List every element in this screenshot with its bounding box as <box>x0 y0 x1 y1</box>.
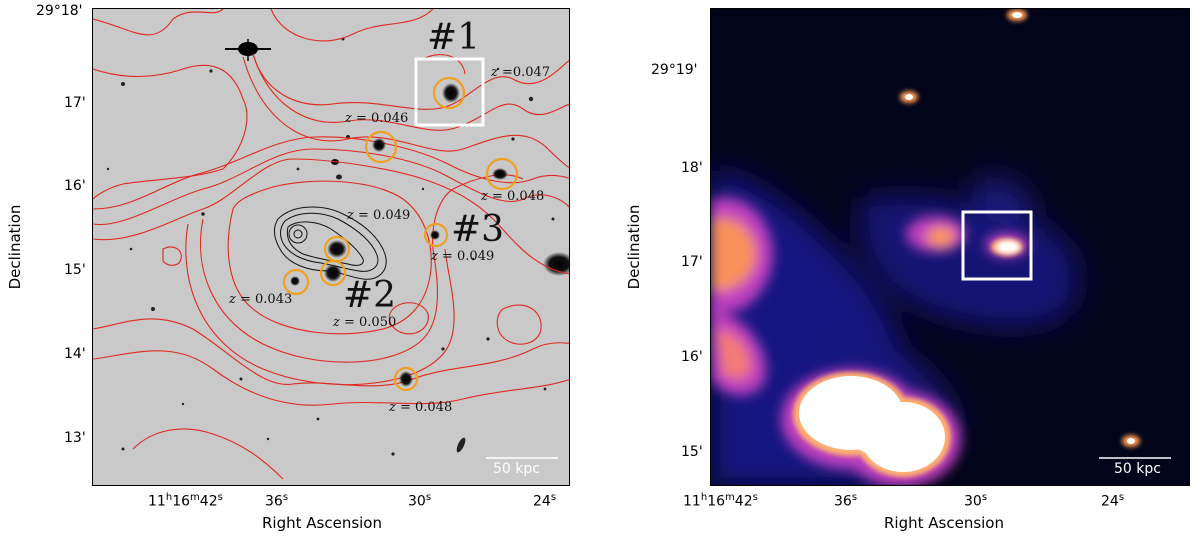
x-tick-label: 30s <box>964 492 988 510</box>
y-tick-label: 17' <box>64 95 86 111</box>
radio-contours <box>274 206 387 280</box>
x-axis-title: Right Ascension <box>884 514 1004 532</box>
redshift-label: z = 0.050 <box>333 315 397 330</box>
redshift-label: z = 0.048 <box>481 189 545 204</box>
x-tick-label: 24s <box>1101 492 1125 510</box>
point-sources <box>900 9 1140 447</box>
redshift-label: z = 0.049 <box>347 208 411 223</box>
x-tick-label: 36s <box>834 492 858 510</box>
y-tick-label: 14' <box>64 346 86 362</box>
scale-bar-label: 50 kpc <box>493 461 540 477</box>
redshift-label: z =0.047 <box>491 65 551 80</box>
edge-galaxy <box>543 252 569 276</box>
redshift-label: z = 0.049 <box>431 249 495 264</box>
bright-radio-source <box>781 369 961 485</box>
bright-star <box>225 39 271 61</box>
y-tick-label: 17' <box>681 254 703 270</box>
region-box <box>961 210 1033 281</box>
redshift-label: z = 0.048 <box>389 400 453 415</box>
marker-3: #3 <box>451 209 505 250</box>
x-tick-label: 30s <box>408 492 432 510</box>
x-axis-title: Right Ascension <box>262 514 382 532</box>
x-ray-contours <box>93 9 569 480</box>
radio-image-panel: 50 kpc <box>710 8 1190 486</box>
y-tick-label: 13' <box>64 430 86 446</box>
x-tick-label: 24s <box>533 492 557 510</box>
redshift-label: z = 0.043 <box>229 292 293 307</box>
y-tick-label: 29°18' <box>36 3 83 19</box>
y-axis-title: Declination <box>6 204 24 290</box>
optical-image <box>93 9 569 485</box>
marker-2: #2 <box>343 275 397 316</box>
y-tick-label: 15' <box>681 444 703 460</box>
y-tick-label: 18' <box>681 160 703 176</box>
x-tick-label: 11h16m42s <box>683 492 758 510</box>
x-tick-label: 11h16m42s <box>148 492 223 510</box>
scale-bar-label: 50 kpc <box>1114 461 1161 477</box>
x-tick-label: 36s <box>265 492 289 510</box>
optical-image-panel: #1 #2 #3 z =0.047 z = 0.046 z = 0.048 z … <box>92 8 570 486</box>
y-tick-label: 16' <box>681 349 703 365</box>
y-tick-label: 29°19' <box>651 62 698 78</box>
redshift-label: z = 0.046 <box>345 111 409 126</box>
y-tick-label: 15' <box>64 262 86 278</box>
relic-emission <box>711 197 773 396</box>
region-box-1 <box>414 57 485 127</box>
marker-1: #1 <box>427 17 481 58</box>
y-axis-title: Declination <box>625 204 643 290</box>
y-tick-label: 16' <box>64 178 86 194</box>
redshift-circles <box>282 76 519 392</box>
radio-image <box>711 9 1189 485</box>
